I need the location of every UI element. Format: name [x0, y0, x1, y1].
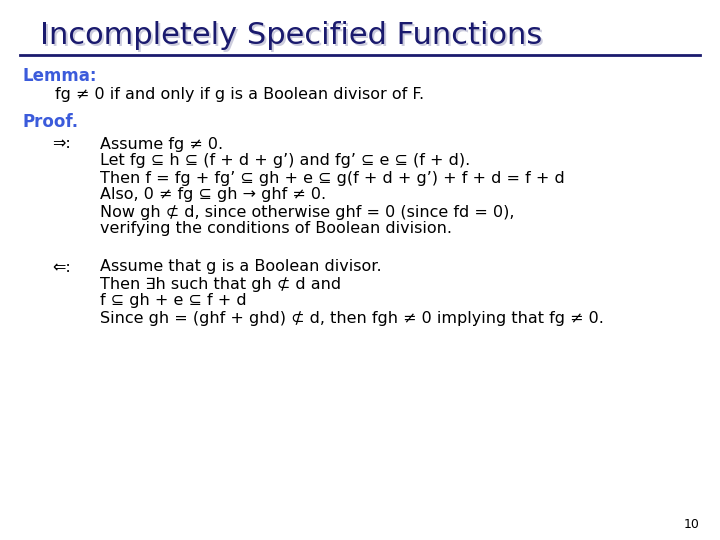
Text: ⇐:: ⇐:	[52, 260, 71, 274]
Text: Assume that g is a Boolean divisor.: Assume that g is a Boolean divisor.	[100, 260, 382, 274]
Text: fg ≠ 0 if and only if g is a Boolean divisor of F.: fg ≠ 0 if and only if g is a Boolean div…	[55, 86, 424, 102]
Text: f ⊆ gh + e ⊆ f + d: f ⊆ gh + e ⊆ f + d	[100, 294, 247, 308]
Text: Then ∃h such that gh ⊄ d and: Then ∃h such that gh ⊄ d and	[100, 276, 341, 292]
Text: 10: 10	[684, 518, 700, 531]
Text: Now gh ⊄ d, since otherwise ghf = 0 (since fd = 0),: Now gh ⊄ d, since otherwise ghf = 0 (sin…	[100, 205, 515, 219]
Text: Lemma:: Lemma:	[22, 67, 96, 85]
Text: Since gh = (ghf + ghd) ⊄ d, then fgh ≠ 0 implying that fg ≠ 0.: Since gh = (ghf + ghd) ⊄ d, then fgh ≠ 0…	[100, 310, 604, 326]
Text: Incompletely Specified Functions: Incompletely Specified Functions	[40, 21, 542, 50]
Text: Let fg ⊆ h ⊆ (f + d + g’) and fg’ ⊆ e ⊆ (f + d).: Let fg ⊆ h ⊆ (f + d + g’) and fg’ ⊆ e ⊆ …	[100, 153, 470, 168]
Text: verifying the conditions of Boolean division.: verifying the conditions of Boolean divi…	[100, 221, 452, 237]
Text: ⇒:: ⇒:	[52, 137, 71, 152]
Text: Proof.: Proof.	[22, 113, 78, 131]
Text: Also, 0 ≠ fg ⊆ gh → ghf ≠ 0.: Also, 0 ≠ fg ⊆ gh → ghf ≠ 0.	[100, 187, 326, 202]
Text: Incompletely Specified Functions: Incompletely Specified Functions	[42, 23, 544, 51]
Text: Assume fg ≠ 0.: Assume fg ≠ 0.	[100, 137, 223, 152]
Text: Then f = fg + fg’ ⊆ gh + e ⊆ g(f + d + g’) + f + d = f + d: Then f = fg + fg’ ⊆ gh + e ⊆ g(f + d + g…	[100, 171, 564, 186]
